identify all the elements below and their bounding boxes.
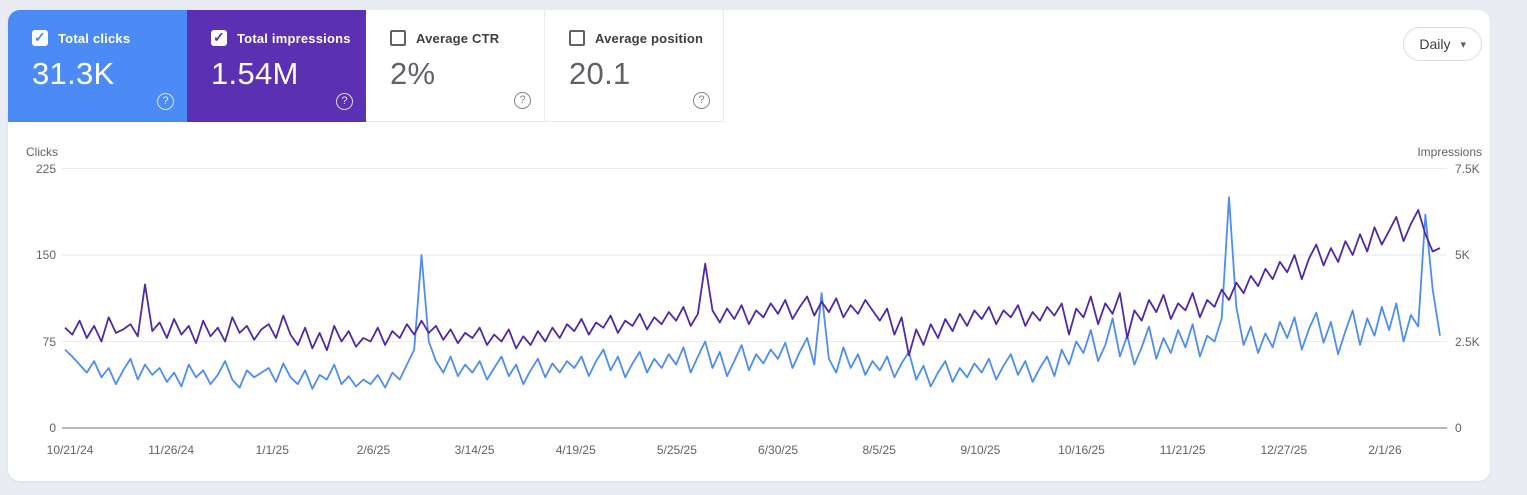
metric-cards: Total clicks 31.3K ? Total impressions 1… — [8, 10, 724, 122]
metric-card-total-clicks[interactable]: Total clicks 31.3K ? — [8, 10, 187, 122]
x-axis-label: 8/5/25 — [862, 443, 896, 457]
y-tick-label: 75 — [42, 334, 56, 349]
performance-panel: Total clicks 31.3K ? Total impressions 1… — [8, 10, 1490, 481]
metric-label: Total impressions — [237, 30, 351, 46]
right-axis-title: Impressions — [1417, 145, 1482, 159]
x-axis-label: 10/16/25 — [1058, 443, 1105, 457]
metric-card-average-ctr[interactable]: Average CTR 2% ? — [366, 10, 545, 122]
metric-label: Total clicks — [58, 30, 131, 46]
chart-svg — [62, 168, 1447, 429]
y-tick-label: 225 — [35, 161, 56, 176]
granularity-dropdown[interactable]: Daily ▾ — [1403, 27, 1482, 61]
checkbox-average-position[interactable] — [569, 30, 585, 46]
chevron-down-icon: ▾ — [1460, 38, 1466, 51]
x-axis-label: 2/1/26 — [1368, 443, 1402, 457]
help-icon[interactable]: ? — [336, 93, 353, 110]
metric-label: Average CTR — [416, 30, 500, 46]
x-axis-label: 3/14/25 — [454, 443, 495, 457]
y-tick-label: 150 — [35, 248, 56, 262]
help-icon[interactable]: ? — [157, 93, 174, 110]
x-axis-label: 11/26/24 — [148, 443, 195, 457]
x-axis-label: 10/21/24 — [46, 443, 94, 457]
metric-value: 2% — [390, 56, 436, 91]
metric-value: 20.1 — [569, 56, 631, 91]
y-tick-label: 7.5K — [1455, 161, 1480, 176]
series-line-clicks — [64, 196, 1441, 390]
metric-label: Average position — [595, 30, 704, 46]
series-line-impressions — [64, 209, 1441, 357]
checkbox-total-clicks[interactable] — [32, 29, 48, 46]
left-axis-title: Clicks — [26, 145, 58, 159]
metric-value: 1.54M — [211, 56, 299, 91]
metric-value: 31.3K — [32, 56, 115, 91]
y-tick-label: 0 — [49, 421, 56, 435]
x-axis-label: 12/27/25 — [1260, 443, 1308, 457]
granularity-value: Daily — [1419, 36, 1451, 52]
y-tick-label: 5K — [1455, 248, 1470, 262]
x-axis-label: 11/21/25 — [1159, 443, 1206, 457]
x-axis-label: 1/1/25 — [255, 443, 289, 457]
checkbox-average-ctr[interactable] — [390, 30, 406, 46]
help-icon[interactable]: ? — [514, 92, 531, 109]
x-axis-label: 2/6/25 — [356, 443, 391, 457]
x-axis-label: 6/30/25 — [758, 443, 799, 457]
y-tick-label: 0 — [1455, 421, 1462, 435]
metric-card-average-position[interactable]: Average position 20.1 ? — [545, 10, 724, 122]
metric-card-total-impressions[interactable]: Total impressions 1.54M ? — [187, 10, 366, 122]
x-axis-label: 9/10/25 — [960, 443, 1001, 457]
x-axis-label: 5/25/25 — [656, 443, 697, 457]
x-axis-label: 4/19/25 — [555, 443, 596, 457]
help-icon[interactable]: ? — [693, 92, 710, 109]
y-tick-label: 2.5K — [1455, 334, 1480, 349]
checkbox-total-impressions[interactable] — [211, 29, 227, 46]
